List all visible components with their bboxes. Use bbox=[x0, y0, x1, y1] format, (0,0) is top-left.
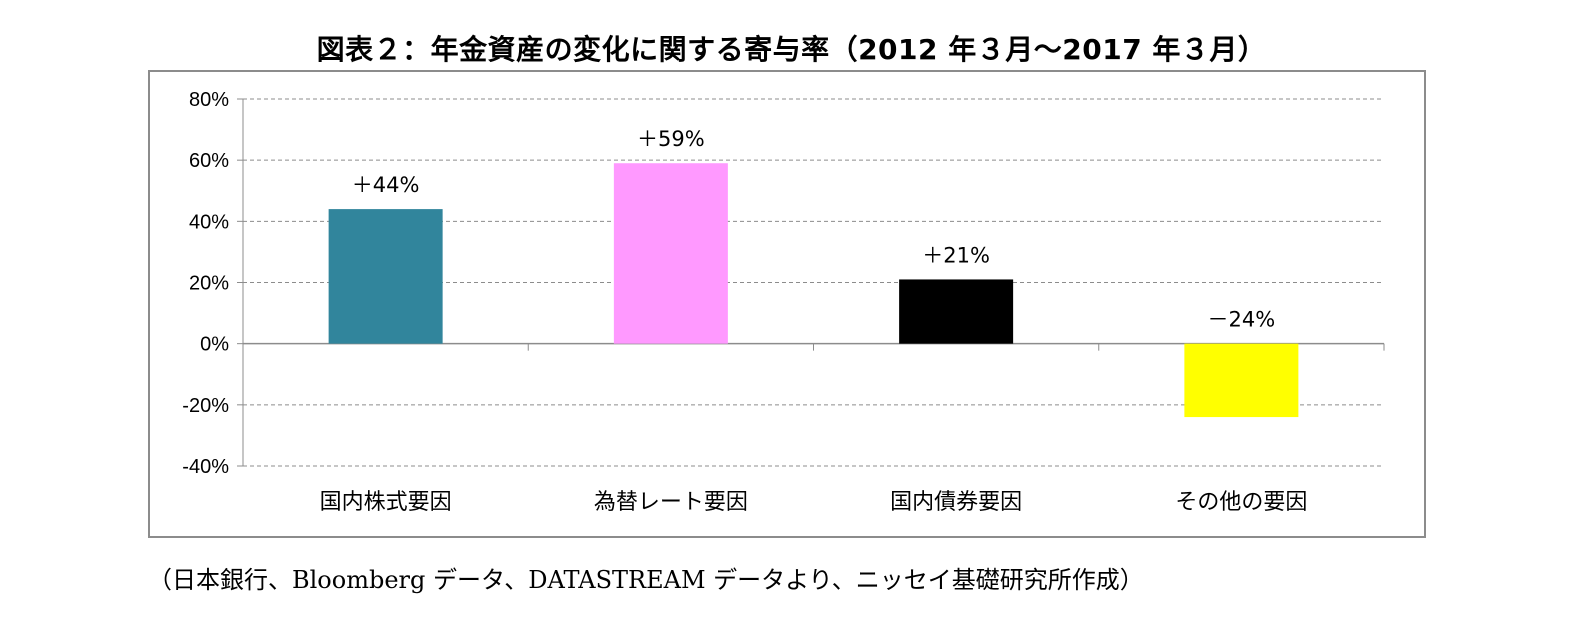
y-tick-label: 20% bbox=[189, 273, 229, 295]
bar-1 bbox=[328, 209, 443, 344]
y-tick-label: -20% bbox=[182, 395, 229, 417]
chart-frame bbox=[148, 70, 1426, 538]
y-tick-label: -40% bbox=[182, 456, 229, 478]
source-note: （日本銀行、Bloomberg データ、DATASTREAM データより、ニッセ… bbox=[148, 566, 1144, 594]
bar-chart: 80% 60% 40% 20% 0% -20% -40% ＋44% 国内株式要因 ＋59% 為替レー… bbox=[182, 89, 1385, 515]
data-label: －24% bbox=[1208, 308, 1276, 332]
bar-4 bbox=[1184, 343, 1299, 418]
category-label: 為替レート要因 bbox=[594, 490, 748, 515]
data-label: ＋21% bbox=[922, 243, 990, 267]
category-label: その他の要因 bbox=[1175, 490, 1307, 515]
category-label: 国内株式要因 bbox=[320, 490, 452, 515]
data-label: ＋59% bbox=[637, 127, 705, 151]
category-label: 国内債券要因 bbox=[890, 490, 1022, 515]
bar-2 bbox=[613, 163, 728, 344]
chart-title: 図表２：年金資産の変化に関する寄与率（2012 年３月～2017 年３月） bbox=[316, 33, 1267, 66]
y-tick-label: 0% bbox=[200, 334, 229, 356]
y-tick-label: 40% bbox=[189, 211, 229, 233]
bar-3 bbox=[899, 279, 1014, 344]
data-label: ＋44% bbox=[352, 173, 420, 197]
y-tick-label: 60% bbox=[189, 150, 229, 172]
y-tick-label: 80% bbox=[189, 89, 229, 111]
